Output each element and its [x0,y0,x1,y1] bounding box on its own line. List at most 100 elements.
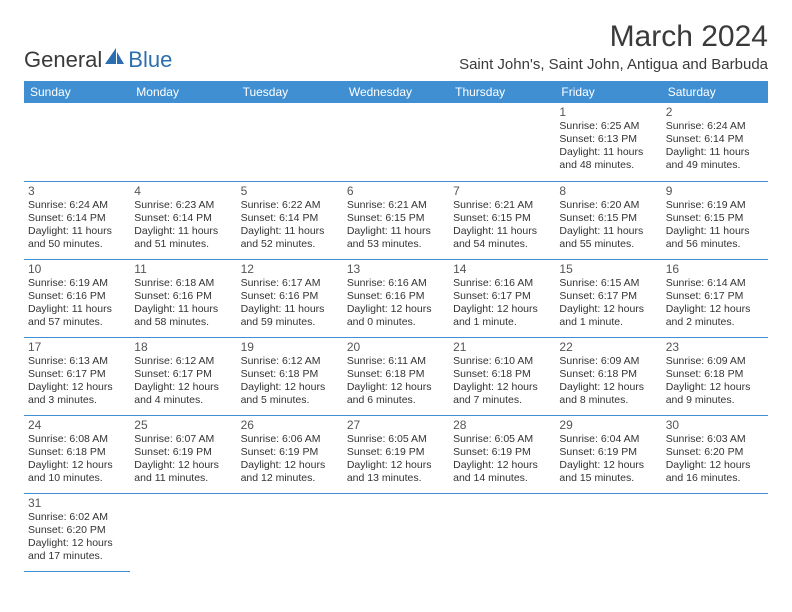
calendar-cell: 27Sunrise: 6:05 AMSunset: 6:19 PMDayligh… [343,415,449,493]
calendar-cell: 18Sunrise: 6:12 AMSunset: 6:17 PMDayligh… [130,337,236,415]
day-number: 30 [666,418,764,432]
day-number: 16 [666,262,764,276]
calendar-cell: 9Sunrise: 6:19 AMSunset: 6:15 PMDaylight… [662,181,768,259]
logo-text-blue: Blue [128,47,172,73]
day-info: Sunrise: 6:19 AMSunset: 6:16 PMDaylight:… [28,277,126,330]
day-info: Sunrise: 6:14 AMSunset: 6:17 PMDaylight:… [666,277,764,330]
day-info: Sunrise: 6:18 AMSunset: 6:16 PMDaylight:… [134,277,232,330]
calendar-cell: 20Sunrise: 6:11 AMSunset: 6:18 PMDayligh… [343,337,449,415]
day-info: Sunrise: 6:19 AMSunset: 6:15 PMDaylight:… [666,199,764,252]
day-number: 28 [453,418,551,432]
day-header: Friday [555,81,661,103]
calendar-row: 31Sunrise: 6:02 AMSunset: 6:20 PMDayligh… [24,493,768,571]
calendar-cell [662,493,768,571]
calendar-cell: 26Sunrise: 6:06 AMSunset: 6:19 PMDayligh… [237,415,343,493]
day-info: Sunrise: 6:02 AMSunset: 6:20 PMDaylight:… [28,511,126,564]
calendar-cell: 13Sunrise: 6:16 AMSunset: 6:16 PMDayligh… [343,259,449,337]
day-info: Sunrise: 6:09 AMSunset: 6:18 PMDaylight:… [666,355,764,408]
day-info: Sunrise: 6:04 AMSunset: 6:19 PMDaylight:… [559,433,657,486]
calendar-cell: 8Sunrise: 6:20 AMSunset: 6:15 PMDaylight… [555,181,661,259]
day-number: 15 [559,262,657,276]
day-number: 4 [134,184,232,198]
calendar-cell: 25Sunrise: 6:07 AMSunset: 6:19 PMDayligh… [130,415,236,493]
day-info: Sunrise: 6:12 AMSunset: 6:18 PMDaylight:… [241,355,339,408]
calendar-cell: 3Sunrise: 6:24 AMSunset: 6:14 PMDaylight… [24,181,130,259]
day-info: Sunrise: 6:13 AMSunset: 6:17 PMDaylight:… [28,355,126,408]
calendar-table: Sunday Monday Tuesday Wednesday Thursday… [24,81,768,572]
logo-text-general: General [24,47,102,73]
calendar-cell: 16Sunrise: 6:14 AMSunset: 6:17 PMDayligh… [662,259,768,337]
day-info: Sunrise: 6:05 AMSunset: 6:19 PMDaylight:… [347,433,445,486]
day-number: 23 [666,340,764,354]
day-info: Sunrise: 6:12 AMSunset: 6:17 PMDaylight:… [134,355,232,408]
logo: General Blue [24,46,172,73]
day-number: 7 [453,184,551,198]
calendar-cell: 31Sunrise: 6:02 AMSunset: 6:20 PMDayligh… [24,493,130,571]
day-number: 1 [559,105,657,119]
day-number: 19 [241,340,339,354]
calendar-cell: 21Sunrise: 6:10 AMSunset: 6:18 PMDayligh… [449,337,555,415]
day-info: Sunrise: 6:06 AMSunset: 6:19 PMDaylight:… [241,433,339,486]
calendar-cell: 2Sunrise: 6:24 AMSunset: 6:14 PMDaylight… [662,103,768,181]
day-info: Sunrise: 6:15 AMSunset: 6:17 PMDaylight:… [559,277,657,330]
calendar-cell: 30Sunrise: 6:03 AMSunset: 6:20 PMDayligh… [662,415,768,493]
day-info: Sunrise: 6:03 AMSunset: 6:20 PMDaylight:… [666,433,764,486]
calendar-cell: 24Sunrise: 6:08 AMSunset: 6:18 PMDayligh… [24,415,130,493]
calendar-cell: 28Sunrise: 6:05 AMSunset: 6:19 PMDayligh… [449,415,555,493]
day-header: Sunday [24,81,130,103]
calendar-cell: 7Sunrise: 6:21 AMSunset: 6:15 PMDaylight… [449,181,555,259]
calendar-row: 3Sunrise: 6:24 AMSunset: 6:14 PMDaylight… [24,181,768,259]
day-info: Sunrise: 6:09 AMSunset: 6:18 PMDaylight:… [559,355,657,408]
day-info: Sunrise: 6:21 AMSunset: 6:15 PMDaylight:… [347,199,445,252]
calendar-row: 10Sunrise: 6:19 AMSunset: 6:16 PMDayligh… [24,259,768,337]
calendar-page: General Blue March 2024 Saint John's, Sa… [0,0,792,592]
location: Saint John's, Saint John, Antigua and Ba… [459,56,768,73]
calendar-cell [130,493,236,571]
calendar-cell: 6Sunrise: 6:21 AMSunset: 6:15 PMDaylight… [343,181,449,259]
title-block: March 2024 Saint John's, Saint John, Ant… [459,20,768,73]
day-number: 5 [241,184,339,198]
day-info: Sunrise: 6:20 AMSunset: 6:15 PMDaylight:… [559,199,657,252]
day-number: 21 [453,340,551,354]
day-info: Sunrise: 6:16 AMSunset: 6:16 PMDaylight:… [347,277,445,330]
calendar-cell: 15Sunrise: 6:15 AMSunset: 6:17 PMDayligh… [555,259,661,337]
calendar-cell: 10Sunrise: 6:19 AMSunset: 6:16 PMDayligh… [24,259,130,337]
sail-icon [102,46,126,73]
calendar-row: 17Sunrise: 6:13 AMSunset: 6:17 PMDayligh… [24,337,768,415]
day-info: Sunrise: 6:23 AMSunset: 6:14 PMDaylight:… [134,199,232,252]
calendar-cell [237,103,343,181]
calendar-cell [237,493,343,571]
calendar-cell [449,103,555,181]
day-number: 25 [134,418,232,432]
day-info: Sunrise: 6:24 AMSunset: 6:14 PMDaylight:… [28,199,126,252]
calendar-row: 1Sunrise: 6:25 AMSunset: 6:13 PMDaylight… [24,103,768,181]
day-number: 27 [347,418,445,432]
day-info: Sunrise: 6:05 AMSunset: 6:19 PMDaylight:… [453,433,551,486]
day-number: 14 [453,262,551,276]
month-title: March 2024 [459,20,768,54]
calendar-cell [555,493,661,571]
day-info: Sunrise: 6:07 AMSunset: 6:19 PMDaylight:… [134,433,232,486]
day-number: 13 [347,262,445,276]
calendar-cell: 14Sunrise: 6:16 AMSunset: 6:17 PMDayligh… [449,259,555,337]
calendar-cell [449,493,555,571]
calendar-cell: 5Sunrise: 6:22 AMSunset: 6:14 PMDaylight… [237,181,343,259]
calendar-cell: 11Sunrise: 6:18 AMSunset: 6:16 PMDayligh… [130,259,236,337]
day-number: 12 [241,262,339,276]
header: General Blue March 2024 Saint John's, Sa… [24,20,768,73]
day-header: Wednesday [343,81,449,103]
day-number: 24 [28,418,126,432]
day-info: Sunrise: 6:25 AMSunset: 6:13 PMDaylight:… [559,120,657,173]
day-number: 11 [134,262,232,276]
day-info: Sunrise: 6:17 AMSunset: 6:16 PMDaylight:… [241,277,339,330]
day-info: Sunrise: 6:16 AMSunset: 6:17 PMDaylight:… [453,277,551,330]
day-info: Sunrise: 6:24 AMSunset: 6:14 PMDaylight:… [666,120,764,173]
day-number: 20 [347,340,445,354]
day-info: Sunrise: 6:11 AMSunset: 6:18 PMDaylight:… [347,355,445,408]
calendar-cell [24,103,130,181]
calendar-head: Sunday Monday Tuesday Wednesday Thursday… [24,81,768,103]
day-info: Sunrise: 6:10 AMSunset: 6:18 PMDaylight:… [453,355,551,408]
day-number: 18 [134,340,232,354]
day-info: Sunrise: 6:22 AMSunset: 6:14 PMDaylight:… [241,199,339,252]
day-number: 17 [28,340,126,354]
